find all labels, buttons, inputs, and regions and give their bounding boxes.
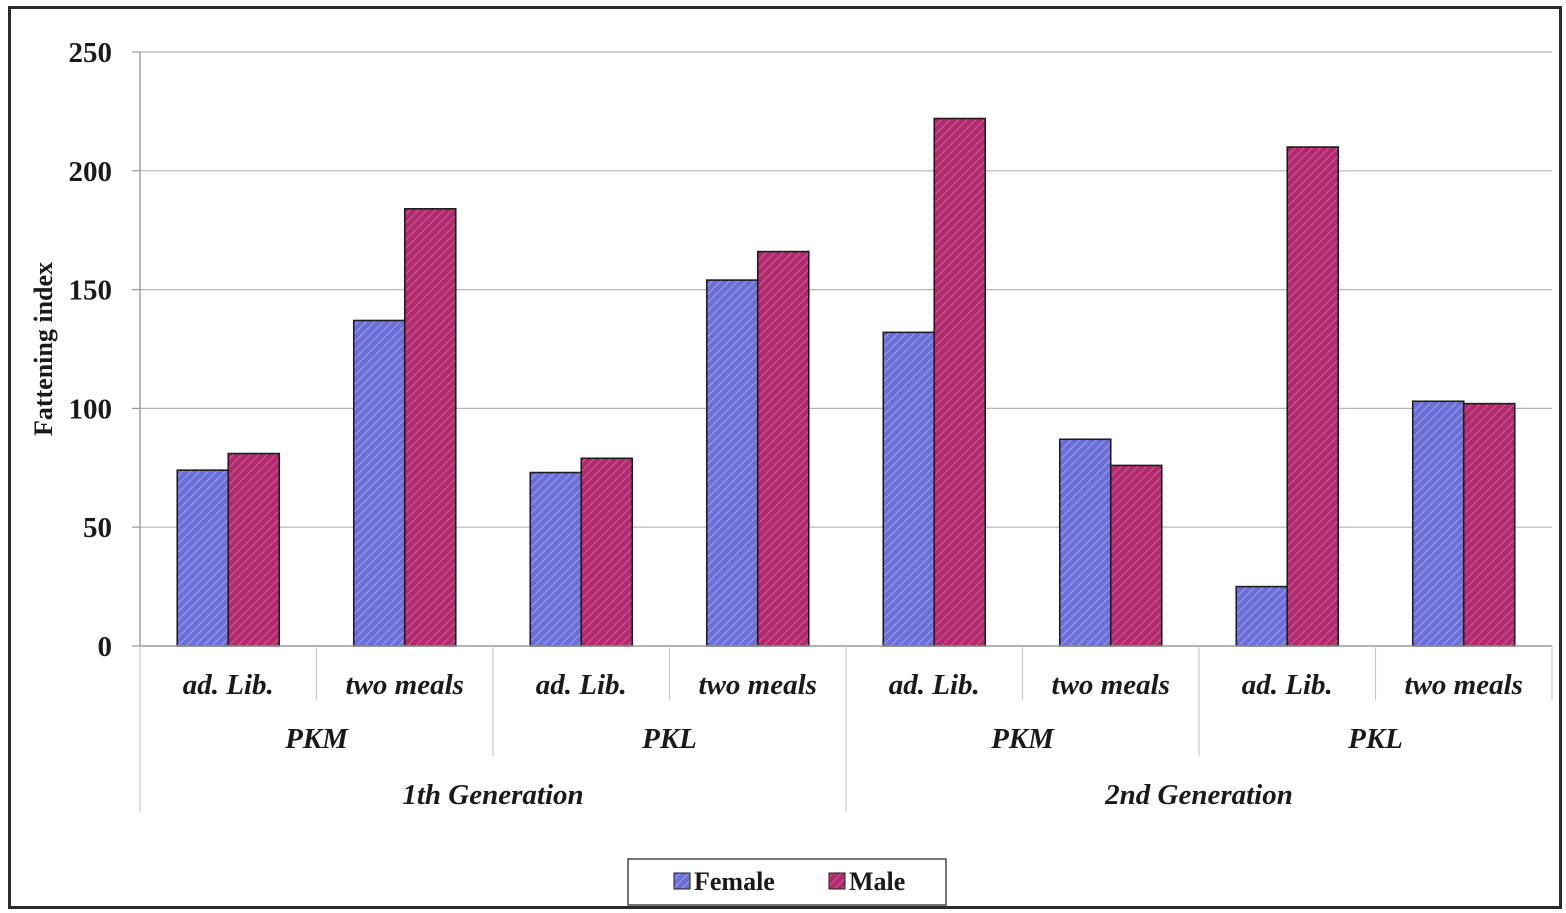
bar-female xyxy=(176,469,230,647)
bar-female xyxy=(1058,438,1112,647)
legend-label-male: Male xyxy=(849,867,905,896)
x-group-label: PKL xyxy=(1347,723,1403,755)
y-axis-label: Fattening index xyxy=(29,262,58,436)
x-generation-label: 1th Generation xyxy=(402,779,583,811)
bar-male xyxy=(1109,464,1163,647)
y-tick-label: 50 xyxy=(83,512,112,544)
legend: Female Male xyxy=(627,858,947,906)
bar-male xyxy=(580,457,634,647)
x-category-label: ad. Lib. xyxy=(536,669,627,701)
bar-male xyxy=(227,452,281,647)
bar-female xyxy=(352,319,406,647)
x-category-label: two meals xyxy=(699,669,817,701)
legend-label-female: Female xyxy=(694,867,775,896)
bar-male xyxy=(756,250,810,647)
x-category-label: two meals xyxy=(1405,669,1523,701)
y-tick-label: 150 xyxy=(69,275,113,307)
x-generation-label: 2nd Generation xyxy=(1104,779,1293,811)
x-category-label: ad. Lib. xyxy=(889,669,980,701)
bar-male xyxy=(1286,146,1340,647)
x-category-label: ad. Lib. xyxy=(1242,669,1333,701)
x-category-label: two meals xyxy=(1052,669,1170,701)
y-tick-label: 100 xyxy=(69,393,113,425)
x-group-label: PKM xyxy=(990,723,1055,755)
y-tick-label: 250 xyxy=(69,37,113,69)
x-category-label: two meals xyxy=(346,669,464,701)
legend-swatch-male xyxy=(828,872,846,890)
bar-female xyxy=(882,331,936,647)
bar-female xyxy=(529,471,583,647)
x-category-label: ad. Lib. xyxy=(183,669,274,701)
x-group-label: PKL xyxy=(641,723,697,755)
legend-swatch-female xyxy=(673,872,691,890)
bar-female xyxy=(1235,585,1289,647)
y-tick-label: 0 xyxy=(98,631,113,663)
bar-male xyxy=(1462,402,1516,647)
bar-male xyxy=(933,117,987,647)
bar-male xyxy=(403,208,457,647)
bar-female xyxy=(705,279,759,647)
x-group-label: PKM xyxy=(284,723,349,755)
bar-female xyxy=(1411,400,1465,647)
y-tick-label: 200 xyxy=(69,156,113,188)
